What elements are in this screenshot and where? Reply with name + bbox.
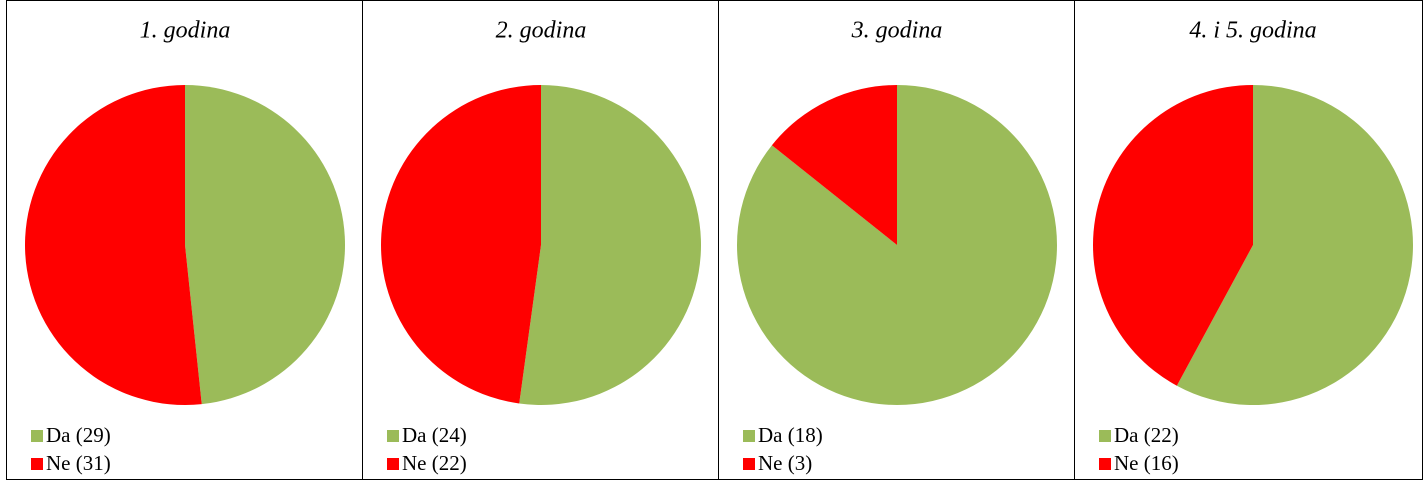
legend-swatch [1099, 458, 1111, 470]
legend-swatch [1099, 430, 1111, 442]
chart-title: 3. godina [851, 18, 943, 44]
legend-swatch [743, 430, 755, 442]
legend-swatch [31, 458, 43, 470]
legend-swatch [387, 430, 399, 442]
legend-swatch [743, 458, 755, 470]
pie-slice [1176, 85, 1413, 405]
pie-slice [24, 85, 202, 405]
chart-title: 1. godina [140, 18, 231, 44]
legend-label: Da (24) [402, 423, 467, 447]
pie-slice [380, 85, 541, 404]
pie-slice [1092, 85, 1253, 386]
legend-label: Ne (3) [758, 451, 812, 475]
legend-label: Da (22) [1114, 423, 1179, 447]
legend-label: Ne (16) [1114, 451, 1179, 475]
legend-label: Da (18) [758, 423, 823, 447]
pie-slice [771, 85, 897, 245]
chart-title: 2. godina [496, 18, 587, 44]
legend-label: Da (29) [46, 423, 111, 447]
legend-swatch [31, 430, 43, 442]
legend-label: Ne (22) [402, 451, 467, 475]
pie-slice [185, 85, 345, 405]
chart-title: 4. i 5. godina [1189, 18, 1316, 44]
legend-label: Ne (31) [46, 451, 111, 475]
pie-slice [737, 85, 1058, 405]
legend-swatch [387, 458, 399, 470]
pie-slice [519, 85, 701, 405]
